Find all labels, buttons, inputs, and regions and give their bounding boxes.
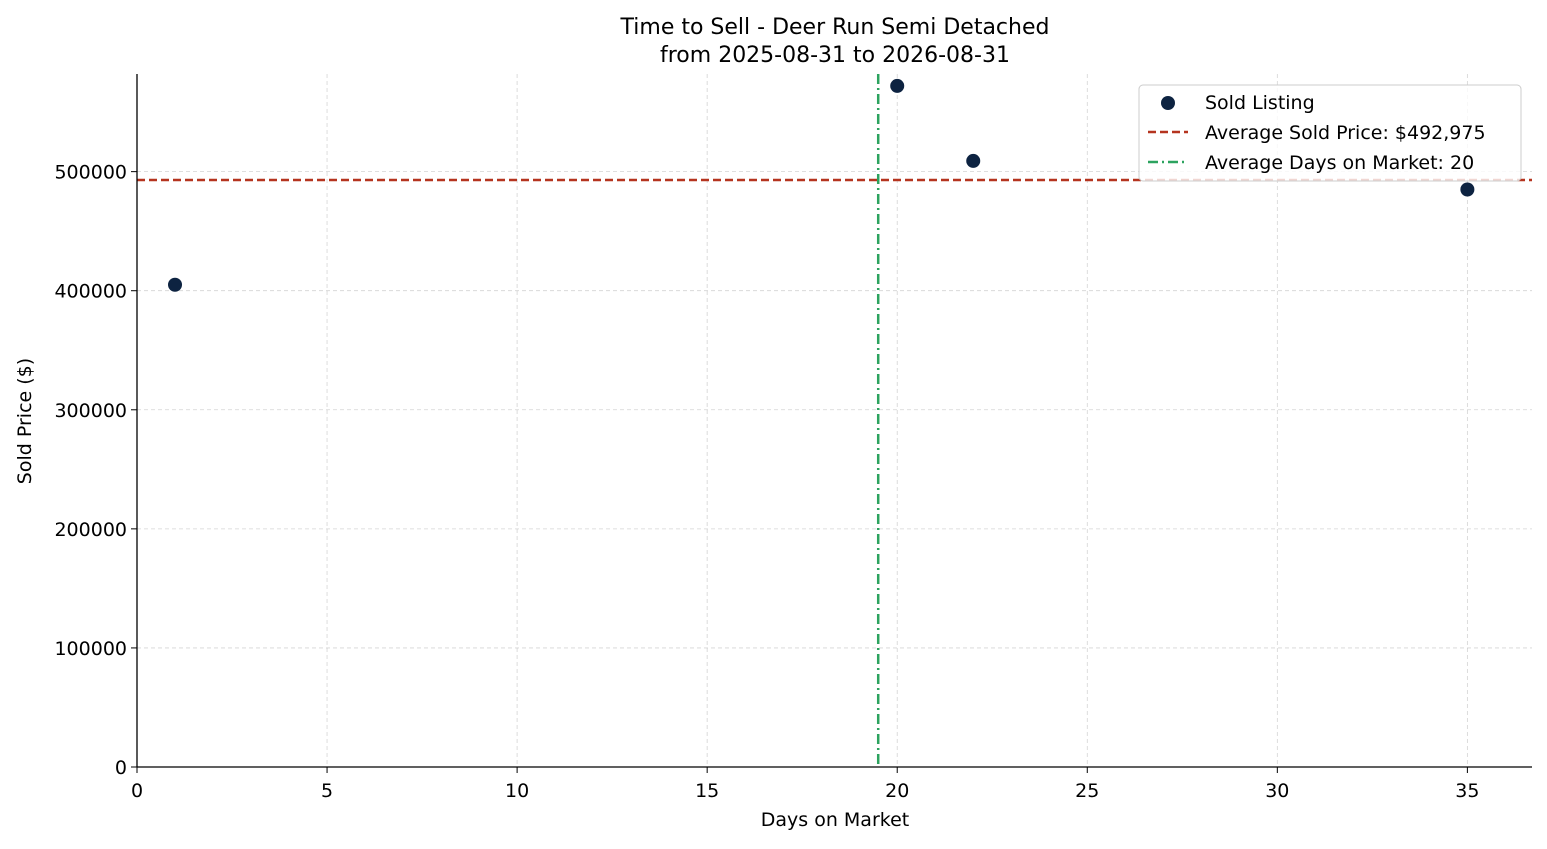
legend-label-average-price: Average Sold Price: $492,975 bbox=[1205, 122, 1486, 144]
legend-marker-sold-listing bbox=[1161, 96, 1175, 110]
y-tick-label: 300000 bbox=[54, 400, 127, 422]
x-tick-label: 20 bbox=[885, 780, 909, 802]
y-axis-label: Sold Price ($) bbox=[14, 358, 36, 484]
x-tick-label: 5 bbox=[321, 780, 333, 802]
x-tick-label: 30 bbox=[1265, 780, 1289, 802]
x-tick-label: 25 bbox=[1075, 780, 1099, 802]
legend-box bbox=[1138, 84, 1522, 182]
x-tick-label: 15 bbox=[695, 780, 719, 802]
chart-title: Time to Sell - Deer Run Semi Detached bbox=[620, 15, 1050, 40]
x-tick-label: 35 bbox=[1455, 780, 1479, 802]
y-tick-label: 200000 bbox=[54, 519, 127, 541]
x-tick-label: 0 bbox=[131, 780, 143, 802]
y-tick-label: 400000 bbox=[54, 281, 127, 303]
legend-label-sold-listing: Sold Listing bbox=[1205, 92, 1315, 114]
x-axis-label: Days on Market bbox=[761, 809, 909, 831]
x-tick-label: 10 bbox=[505, 780, 529, 802]
sold-listing-point bbox=[966, 153, 981, 168]
data-points-layer bbox=[168, 78, 1475, 292]
y-tick-label: 0 bbox=[115, 757, 127, 779]
axes-layer: 0 5 10 15 20 25 30 35 0 100000 200000 300000 400000 5… bbox=[54, 74, 1532, 802]
chart-subtitle: from 2025-08-31 to 2026-08-31 bbox=[660, 43, 1010, 68]
reference-lines-layer bbox=[137, 74, 1532, 767]
y-tick-label: 500000 bbox=[54, 162, 127, 184]
sold-listing-point bbox=[168, 277, 183, 292]
sold-listing-point bbox=[890, 78, 905, 93]
legend: Sold Listing Average Sold Price: $492,97… bbox=[1138, 84, 1522, 182]
legend-label-average-days: Average Days on Market: 20 bbox=[1205, 152, 1474, 174]
y-tick-label: 100000 bbox=[54, 638, 127, 660]
sold-listing-point bbox=[1460, 182, 1475, 197]
